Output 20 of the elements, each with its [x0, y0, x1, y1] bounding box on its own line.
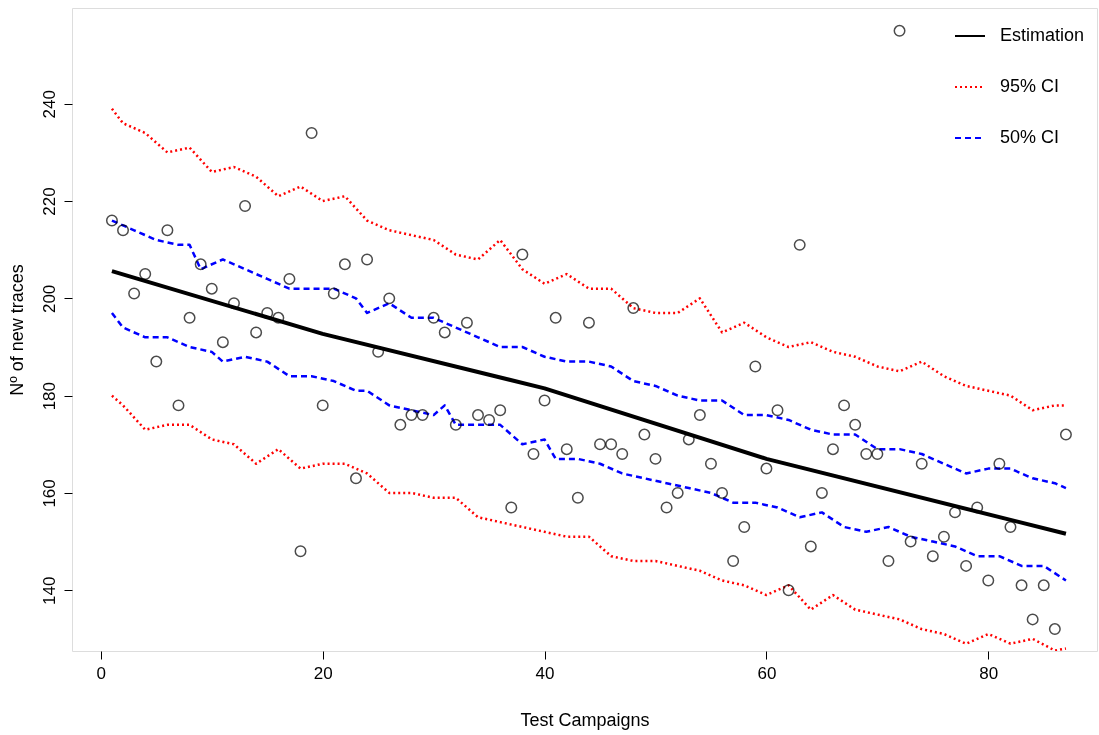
- line-series: [110, 219, 1068, 490]
- y-tick-label: 160: [39, 479, 59, 508]
- y-tick-label: 180: [39, 381, 59, 411]
- line-series: [110, 311, 1068, 582]
- x-tick-label: 60: [757, 663, 777, 683]
- y-tick-label: 220: [39, 187, 59, 216]
- line-series: [110, 394, 1068, 651]
- x-tick-label: 80: [979, 663, 999, 683]
- x-tick-label: 0: [96, 663, 107, 683]
- y-tick-label: 140: [39, 576, 59, 605]
- y-tick-label: 200: [39, 284, 59, 314]
- legend-label: Estimation: [1000, 25, 1085, 45]
- x-tick-label: 20: [313, 663, 333, 683]
- legend-label: 95% CI: [1000, 76, 1060, 96]
- line-series: [109, 269, 1068, 536]
- x-axis-title: Test Campaigns: [520, 709, 650, 730]
- y-tick-label: 240: [39, 90, 59, 119]
- y-axis-title: Nº of new traces: [6, 264, 27, 396]
- x-tick-label: 40: [535, 663, 555, 683]
- legend-label: 50% CI: [1000, 127, 1060, 147]
